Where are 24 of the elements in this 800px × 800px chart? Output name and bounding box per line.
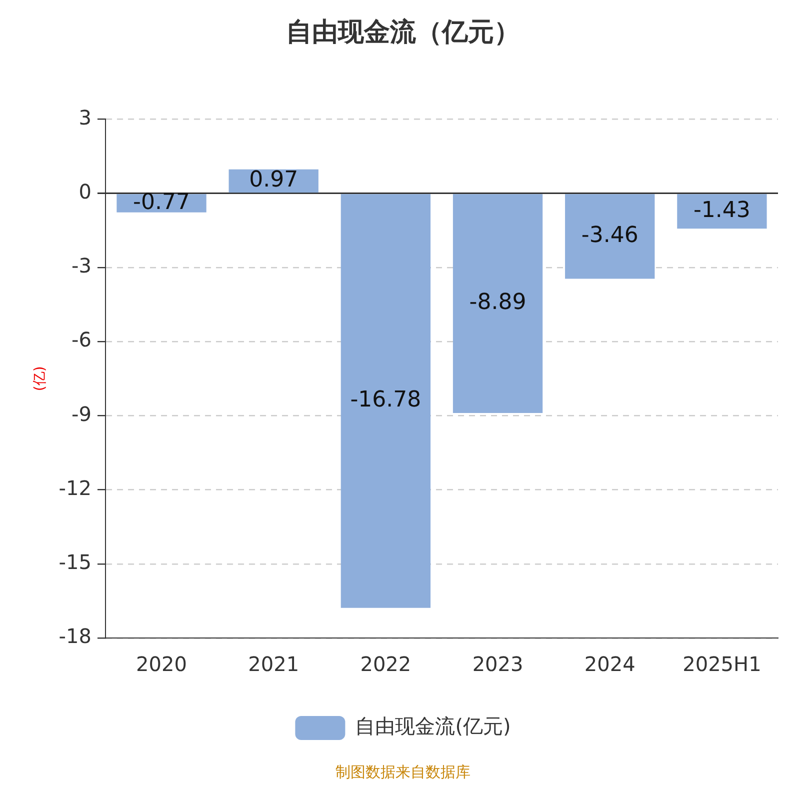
x-tick-label: 2020 — [136, 652, 187, 676]
chart-title: 自由现金流（亿元） — [286, 17, 520, 48]
y-tick-label: -12 — [58, 476, 92, 500]
data-label: -0.77 — [133, 190, 190, 215]
y-tick-label: -6 — [72, 328, 92, 352]
x-tick-label: 2025H1 — [682, 652, 762, 676]
y-tick-label: 0 — [78, 180, 92, 204]
data-label: 0.97 — [249, 168, 298, 193]
text: 制图数据来自数据库 — [336, 762, 470, 781]
data-label: -3.46 — [581, 223, 638, 248]
y-tick-label: 3 — [78, 105, 92, 130]
y-tick-label: -9 — [72, 402, 92, 426]
legend-label: 自由现金流(亿元) — [355, 714, 511, 738]
y-axis-title: (亿) — [32, 366, 48, 392]
data-label: -8.89 — [469, 290, 526, 316]
data-label: -16.78 — [350, 388, 422, 413]
x-tick-label: 2024 — [584, 652, 636, 676]
x-tick-label: 2023 — [472, 652, 524, 676]
y-tick-label: -15 — [58, 550, 92, 574]
data-label: -1.43 — [693, 198, 750, 224]
x-tick-label: 2022 — [360, 652, 412, 676]
y-tick-label: -18 — [58, 624, 92, 648]
x-tick-label: 2021 — [248, 652, 300, 676]
y-tick-label: -3 — [72, 254, 92, 278]
